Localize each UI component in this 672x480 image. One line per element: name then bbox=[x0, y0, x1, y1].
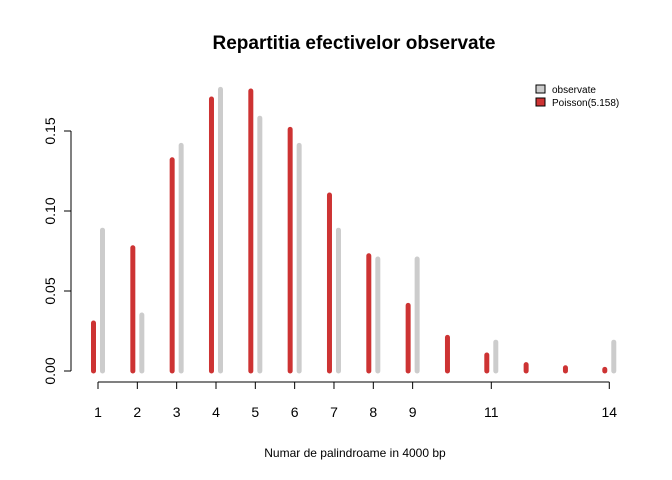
x-tick-label: 6 bbox=[291, 404, 299, 420]
x-tick-label: 11 bbox=[484, 404, 499, 420]
y-tick-label: 0.00 bbox=[42, 357, 58, 384]
x-tick-label: 3 bbox=[173, 404, 181, 420]
x-tick-label: 14 bbox=[602, 404, 618, 420]
x-tick-label: 8 bbox=[369, 404, 377, 420]
x-tick-label: 9 bbox=[409, 404, 417, 420]
bars bbox=[91, 86, 617, 374]
legend-label-observate: observate bbox=[552, 85, 596, 96]
y-axis: 0.00 0.05 0.10 0.15 bbox=[42, 117, 72, 385]
legend-swatch-observate bbox=[535, 84, 546, 94]
x-tick-label: 4 bbox=[212, 404, 220, 420]
x-axis-title: Numar de palindroame in 4000 bp bbox=[264, 446, 446, 460]
legend-label-poisson-5-158: Poisson(5.158) bbox=[552, 98, 619, 109]
x-tick-label: 5 bbox=[251, 404, 259, 420]
y-tick-label: 0.15 bbox=[42, 117, 58, 144]
y-tick-label: 0.05 bbox=[42, 277, 58, 304]
legend-swatch-poisson-5-158 bbox=[535, 97, 546, 107]
y-tick-label: 0.10 bbox=[42, 197, 58, 224]
chart-title: Repartitia efectivelor observate bbox=[212, 33, 495, 54]
x-axis: 1 2 3 4 5 6 7 8 9 11 14 bbox=[94, 381, 618, 420]
x-tick-label: 2 bbox=[133, 404, 141, 420]
legend: observate Poisson(5.158) bbox=[535, 84, 619, 109]
x-tick-label: 7 bbox=[330, 404, 338, 420]
x-tick-label: 1 bbox=[94, 404, 102, 420]
